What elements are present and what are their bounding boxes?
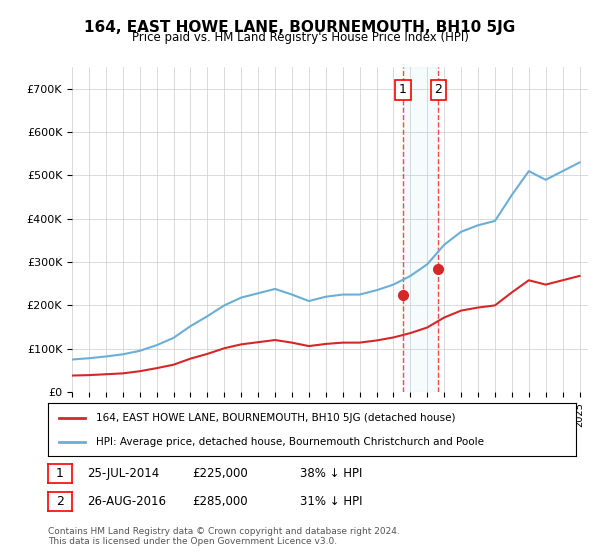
Text: 31% ↓ HPI: 31% ↓ HPI (300, 494, 362, 508)
Text: HPI: Average price, detached house, Bournemouth Christchurch and Poole: HPI: Average price, detached house, Bour… (95, 436, 484, 446)
Text: Contains HM Land Registry data © Crown copyright and database right 2024.
This d: Contains HM Land Registry data © Crown c… (48, 526, 400, 546)
Text: 38% ↓ HPI: 38% ↓ HPI (300, 466, 362, 480)
Text: 164, EAST HOWE LANE, BOURNEMOUTH, BH10 5JG (detached house): 164, EAST HOWE LANE, BOURNEMOUTH, BH10 5… (95, 413, 455, 423)
Text: 25-JUL-2014: 25-JUL-2014 (87, 466, 159, 480)
Bar (403, 67, 439, 392)
Text: 26-AUG-2016: 26-AUG-2016 (87, 494, 166, 508)
Text: Price paid vs. HM Land Registry's House Price Index (HPI): Price paid vs. HM Land Registry's House … (131, 31, 469, 44)
Text: 1: 1 (399, 83, 407, 96)
Text: £285,000: £285,000 (192, 494, 248, 508)
Text: 1: 1 (56, 467, 64, 480)
Text: £225,000: £225,000 (192, 466, 248, 480)
Text: 2: 2 (56, 495, 64, 508)
Text: 2: 2 (434, 83, 442, 96)
Text: 164, EAST HOWE LANE, BOURNEMOUTH, BH10 5JG: 164, EAST HOWE LANE, BOURNEMOUTH, BH10 5… (85, 20, 515, 35)
